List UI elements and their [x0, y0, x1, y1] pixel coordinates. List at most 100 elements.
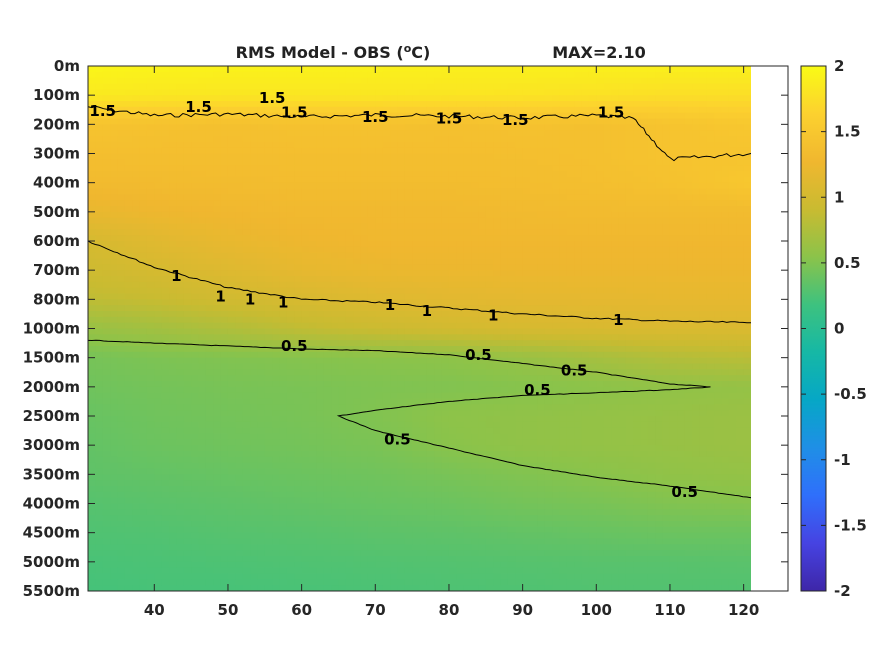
heatmap-cell [213, 71, 222, 79]
heatmap-cell [375, 322, 384, 330]
heatmap-cell [191, 153, 200, 160]
heatmap-cell [205, 276, 214, 283]
heatmap-cell [611, 200, 619, 207]
heatmap-cell [647, 346, 656, 353]
heatmap-cell [331, 83, 340, 90]
heatmap-cell [736, 322, 745, 330]
heatmap-cell [684, 217, 693, 225]
heatmap-cell [669, 246, 678, 254]
heatmap-cell [647, 141, 656, 149]
heatmap-cell [353, 200, 362, 207]
heatmap-cell [257, 252, 266, 260]
heatmap-cell [353, 381, 362, 388]
heatmap-cell [272, 95, 281, 102]
heatmap-cell [242, 171, 251, 178]
heatmap-cell [471, 147, 480, 155]
heatmap-cell [205, 252, 214, 260]
heatmap-cell [353, 223, 362, 230]
heatmap-cell [537, 171, 546, 178]
heatmap-cell [382, 66, 391, 73]
heatmap-cell [191, 346, 200, 353]
heatmap-cell [169, 106, 177, 114]
heatmap-cell [522, 229, 531, 236]
heatmap-cell [367, 159, 376, 166]
heatmap-cell [581, 293, 590, 300]
heatmap-cell [655, 281, 664, 289]
heatmap-cell [640, 334, 649, 341]
heatmap-cell [250, 293, 259, 300]
heatmap-cell [227, 311, 236, 318]
heatmap-cell [198, 159, 207, 166]
heatmap-cell [530, 176, 538, 184]
heatmap-cell [448, 328, 457, 335]
heatmap-cell [205, 66, 214, 73]
heatmap-cell [146, 264, 155, 271]
heatmap-cell [706, 171, 715, 178]
heatmap-cell [146, 305, 155, 312]
heatmap-cell [706, 328, 715, 335]
heatmap-cell [176, 311, 185, 318]
heatmap-cell [323, 357, 332, 365]
heatmap-cell [662, 223, 671, 230]
heatmap-cell [736, 346, 745, 353]
heatmap-cell [345, 328, 354, 335]
heatmap-cell [360, 375, 369, 382]
heatmap-cell [95, 264, 104, 271]
heatmap-cell [294, 252, 303, 260]
heatmap-cell [596, 328, 605, 335]
heatmap-cell [124, 182, 133, 190]
heatmap-cell [588, 147, 597, 155]
heatmap-cell [603, 311, 612, 318]
heatmap-cell [397, 194, 406, 201]
heatmap-cell [169, 264, 177, 271]
heatmap-cell [316, 95, 325, 102]
heatmap-cell [618, 176, 627, 184]
heatmap-cell [611, 351, 619, 359]
heatmap-cell [338, 77, 347, 85]
heatmap-cell [227, 217, 236, 225]
heatmap-cell [360, 386, 369, 394]
heatmap-cell [227, 334, 236, 341]
heatmap-cell [301, 305, 310, 312]
heatmap-cell [169, 258, 177, 265]
heatmap-cell [88, 217, 96, 225]
heatmap-cell [714, 334, 723, 341]
heatmap-cell [692, 235, 701, 242]
heatmap-cell [353, 112, 362, 120]
heatmap-cell [250, 381, 259, 388]
heatmap-cell [537, 188, 546, 195]
heatmap-cell [360, 281, 369, 289]
heatmap-cell [633, 95, 642, 102]
heatmap-cell [205, 246, 214, 254]
heatmap-cell [699, 241, 708, 248]
heatmap-cell [205, 346, 214, 353]
heatmap-cell [478, 77, 487, 85]
heatmap-cell [574, 136, 583, 143]
heatmap-cell [367, 136, 376, 143]
heatmap-cell [132, 112, 141, 120]
heatmap-cell [279, 71, 288, 79]
heatmap-cell [88, 182, 96, 190]
heatmap-cell [132, 130, 141, 137]
heatmap-cell [309, 176, 317, 184]
heatmap-cell [323, 217, 332, 225]
heatmap-cell [552, 71, 561, 79]
heatmap-cell [301, 375, 310, 382]
heatmap-cell [463, 328, 472, 335]
heatmap-cell [367, 217, 376, 225]
heatmap-cell [530, 124, 538, 131]
heatmap-cell [139, 281, 148, 289]
heatmap-cell [434, 322, 443, 330]
heatmap-cell [485, 258, 494, 265]
heatmap-cell [176, 322, 185, 330]
heatmap-cell [736, 66, 745, 73]
heatmap-cell [353, 66, 362, 73]
heatmap-cell [169, 206, 177, 213]
heatmap-cell [669, 118, 678, 125]
heatmap-cell [279, 281, 288, 289]
heatmap-cell [655, 182, 664, 190]
heatmap-cell [316, 305, 325, 312]
heatmap-cell [323, 182, 332, 190]
heatmap-cell [294, 270, 303, 277]
heatmap-cell [699, 95, 708, 102]
